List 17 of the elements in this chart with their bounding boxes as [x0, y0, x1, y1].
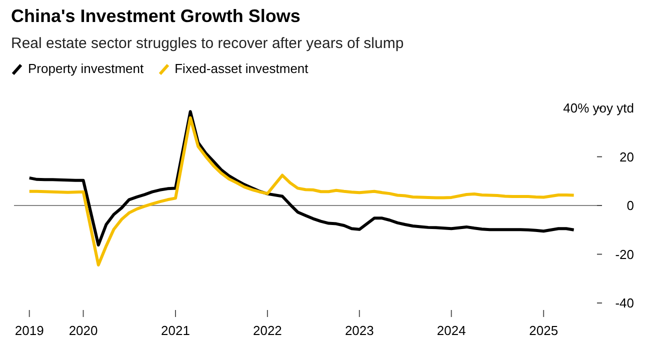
x-tick-label: 2023	[344, 323, 374, 338]
x-tick-label: 2024	[436, 323, 466, 338]
chart-title: China's Investment Growth Slows	[11, 6, 300, 27]
line-series	[28, 116, 576, 266]
x-tick-label: 2025	[529, 323, 558, 338]
x-tick-label: 2019	[14, 323, 44, 338]
legend-label: Fixed-asset investment	[174, 61, 308, 76]
legend-label: Property investment	[27, 61, 144, 76]
y-tick-label: 40% yoy ytd	[563, 100, 634, 116]
x-tick-label: 2022	[252, 323, 282, 338]
y-tick-label: -40	[615, 296, 634, 311]
y-tick-label: 0	[626, 198, 634, 214]
y-tick-label: 20	[620, 149, 634, 164]
x-tick-label: 2021	[161, 323, 190, 338]
y-tick-label: -20	[615, 246, 634, 262]
chart-subtitle: Real estate sector struggles to recover after years of slump	[11, 35, 404, 52]
x-tick-label: 2020	[68, 323, 98, 338]
